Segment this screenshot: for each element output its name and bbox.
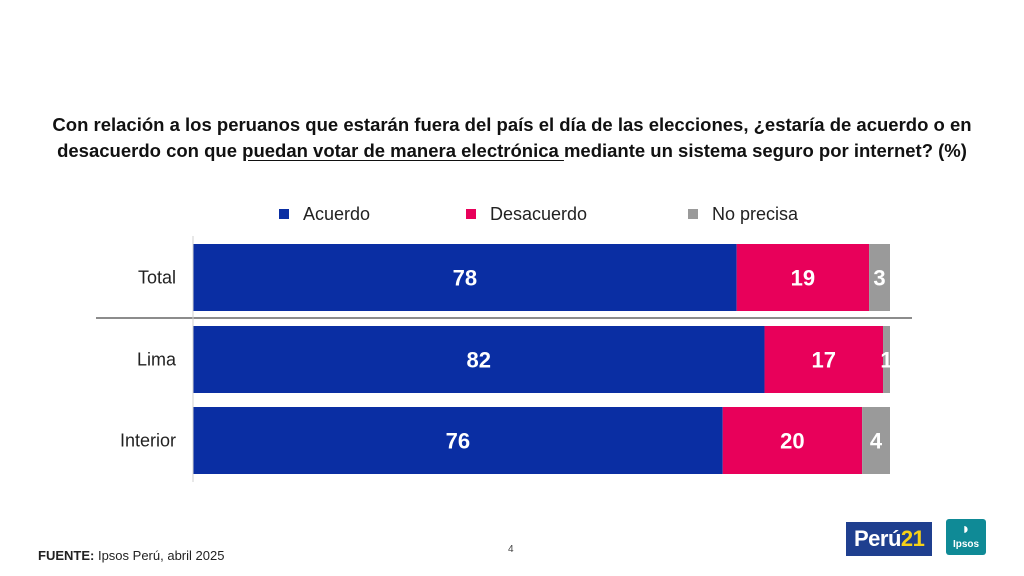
peru21-logo: Perú21 xyxy=(846,522,933,556)
data-label-total-acuerdo: 78 xyxy=(453,266,477,291)
bar-lima-desacuerdo xyxy=(764,326,884,393)
bar-total-desacuerdo xyxy=(736,244,870,311)
legend-swatch-desacuerdo xyxy=(466,209,476,219)
ipsos-mark-icon: ◗ xyxy=(961,521,971,538)
category-label-lima: Lima xyxy=(137,350,177,370)
peru21-logo-text: Perú xyxy=(854,526,901,551)
legend-label-no-precisa: No precisa xyxy=(712,203,799,224)
bar-interior-acuerdo xyxy=(193,407,723,474)
bar-lima-no-precisa xyxy=(883,326,890,393)
bar-interior-no-precisa xyxy=(862,407,890,474)
title-underlined: puedan votar de manera electrónica xyxy=(242,140,564,161)
legend-swatch-no-precisa xyxy=(688,209,698,219)
footer-text: Ipsos Perú, abril 2025 xyxy=(97,548,225,563)
data-label-interior-no-precisa: 4 xyxy=(870,429,883,454)
ipsos-logo-text: Ipsos xyxy=(952,539,980,550)
data-label-interior-acuerdo: 76 xyxy=(446,429,470,454)
data-label-lima-desacuerdo: 17 xyxy=(812,348,836,373)
legend-item-desacuerdo: Desacuerdo xyxy=(466,203,587,225)
footer-label: FUENTE: xyxy=(38,548,95,563)
data-label-interior-desacuerdo: 20 xyxy=(780,429,804,454)
legend-item-no-precisa: No precisa xyxy=(688,203,798,225)
legend-label-acuerdo: Acuerdo xyxy=(303,203,371,224)
category-label-interior: Interior xyxy=(120,431,176,451)
bar-total-acuerdo xyxy=(193,244,737,311)
data-label-total-desacuerdo: 19 xyxy=(791,266,815,291)
page-number: 4 xyxy=(508,544,514,555)
bar-total-no-precisa xyxy=(869,244,890,311)
data-label-total-no-precisa: 3 xyxy=(873,266,885,291)
ipsos-logo: ◗ Ipsos xyxy=(946,519,986,555)
bar-interior-desacuerdo xyxy=(722,407,863,474)
legend-swatch-acuerdo xyxy=(279,209,289,219)
chart-title: Con relación a los peruanos que estarán … xyxy=(20,112,1004,164)
data-label-lima-acuerdo: 82 xyxy=(467,348,491,373)
category-label-total: Total xyxy=(138,268,176,288)
title-part1: Con relación a los peruanos que estarán … xyxy=(52,114,972,161)
footer-source: FUENTE: Ipsos Perú, abril 2025 xyxy=(38,548,224,563)
legend-label-desacuerdo: Desacuerdo xyxy=(490,203,588,224)
title-part2: mediante un sistema seguro por internet?… xyxy=(563,140,967,161)
peru21-logo-num: 21 xyxy=(900,526,925,551)
bar-lima-acuerdo xyxy=(193,326,765,393)
legend-item-acuerdo: Acuerdo xyxy=(279,203,370,225)
data-label-lima-no-precisa: 1 xyxy=(880,348,892,373)
